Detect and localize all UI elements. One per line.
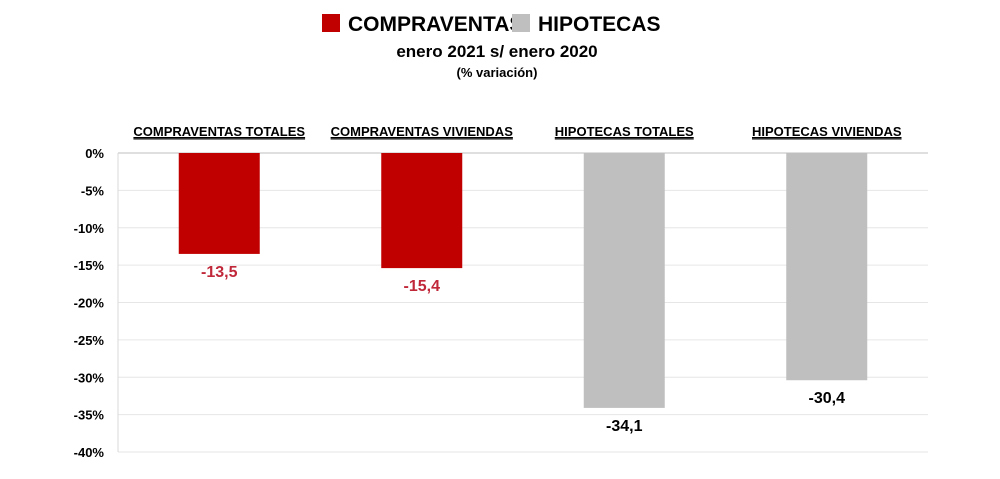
legend-swatch-compraventas	[322, 14, 340, 32]
y-tick-label: -10%	[74, 221, 105, 236]
bar	[786, 153, 868, 381]
data-label: -15,4	[404, 278, 441, 295]
y-tick-label: -25%	[74, 333, 105, 348]
legend: COMPRAVENTAS HIPOTECAS	[322, 13, 661, 36]
bar	[178, 153, 260, 254]
y-tick-label: -40%	[74, 445, 105, 460]
category-label: COMPRAVENTAS VIVIENDAS	[331, 124, 514, 139]
category-label: COMPRAVENTAS TOTALES	[133, 124, 305, 139]
category-labels: COMPRAVENTAS TOTALES COMPRAVENTAS VIVIEND…	[133, 124, 902, 140]
y-tick-label: -30%	[74, 370, 105, 385]
legend-label-hipotecas: HIPOTECAS	[538, 13, 661, 36]
category-label: HIPOTECAS TOTALES	[555, 124, 694, 139]
y-tick-label: -5%	[81, 183, 105, 198]
data-label: -30,4	[809, 390, 846, 407]
chart-note: (% variación)	[457, 65, 538, 80]
chart-subtitle: enero 2021 s/ enero 2020	[396, 42, 597, 61]
data-label: -34,1	[606, 418, 643, 435]
bar	[381, 153, 463, 269]
y-tick-label: -15%	[74, 258, 105, 273]
bars	[178, 153, 868, 408]
legend-swatch-hipotecas	[512, 14, 530, 32]
y-tick-label: 0%	[85, 146, 104, 161]
category-label: HIPOTECAS VIVIENDAS	[752, 124, 902, 139]
bar	[583, 153, 665, 408]
data-labels: -13,5 -15,4 -34,1 -30,4	[201, 264, 845, 435]
y-axis: 0% -5% -10% -15% -20% -25% -30% -35% -40%	[74, 146, 119, 460]
data-label: -13,5	[201, 264, 238, 281]
y-tick-label: -35%	[74, 408, 105, 423]
legend-label-compraventas: COMPRAVENTAS	[348, 13, 523, 36]
y-tick-label: -20%	[74, 296, 105, 311]
